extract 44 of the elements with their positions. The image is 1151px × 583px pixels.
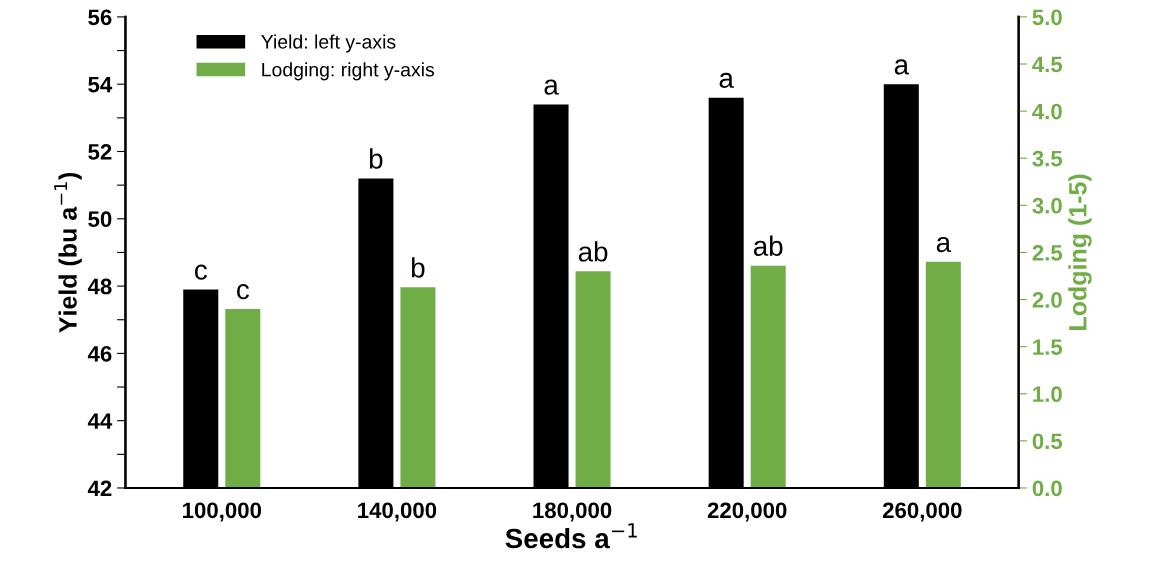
y-tick-label: 54 (88, 76, 113, 93)
bar (400, 287, 436, 488)
y2-tick-label: 2.5 (1032, 244, 1063, 261)
bar (750, 265, 786, 488)
y-tick-label: 50 (88, 211, 112, 228)
bar (575, 271, 611, 488)
y-tick-label: 46 (87, 345, 112, 362)
data-label: ab (753, 235, 783, 256)
y-tick-label: 56 (88, 9, 112, 26)
data-label: b (369, 148, 383, 169)
y2-tick-label: 3.5 (1032, 150, 1063, 167)
data-label: c (195, 264, 207, 280)
x-tick-label: 180,000 (533, 502, 612, 522)
legend-label: Yield: left y-axis (261, 34, 396, 53)
legend-label: Lodging: right y-axis (262, 62, 435, 81)
y-tick-label: 48 (87, 278, 112, 295)
y2-tick-label: 5.0 (1032, 9, 1062, 26)
y-tick-label: 44 (87, 413, 113, 429)
y2-tick-label: 1.0 (1033, 386, 1062, 403)
y2-tick-label: 0.5 (1032, 433, 1063, 450)
y2-tick-label: 4.5 (1032, 56, 1063, 73)
y2-tick-label: 0.0 (1032, 480, 1062, 497)
y2-tick-label: 2.0 (1032, 292, 1062, 308)
data-label: a (894, 59, 910, 75)
y2-tick-label: 1.5 (1033, 339, 1063, 355)
x-axis-title: Seeds a$^{−1}$ (505, 523, 637, 549)
y2-tick-label: 3.0 (1032, 197, 1062, 214)
x-tick-label: 260,000 (882, 502, 962, 522)
y2-tick-label: 4.0 (1032, 103, 1062, 120)
y2-axis-title: Lodging (1-5) (1068, 174, 1092, 330)
data-label: a (719, 72, 734, 88)
data-label: a (936, 236, 952, 253)
data-label: c (237, 284, 250, 300)
y-axis-title: Yield (bu a$^{−1}$) (54, 172, 82, 333)
data-label: ab (578, 241, 608, 262)
y-tick-label: 42 (87, 480, 112, 497)
bar (225, 308, 261, 488)
x-tick-label: 100,000 (183, 502, 262, 522)
y-tick-label: 52 (88, 144, 112, 160)
x-tick-label: 220,000 (707, 502, 787, 522)
x-tick-label: 140,000 (358, 502, 437, 522)
bar (925, 261, 961, 488)
data-label: a (544, 79, 559, 95)
data-label: b (412, 257, 425, 278)
